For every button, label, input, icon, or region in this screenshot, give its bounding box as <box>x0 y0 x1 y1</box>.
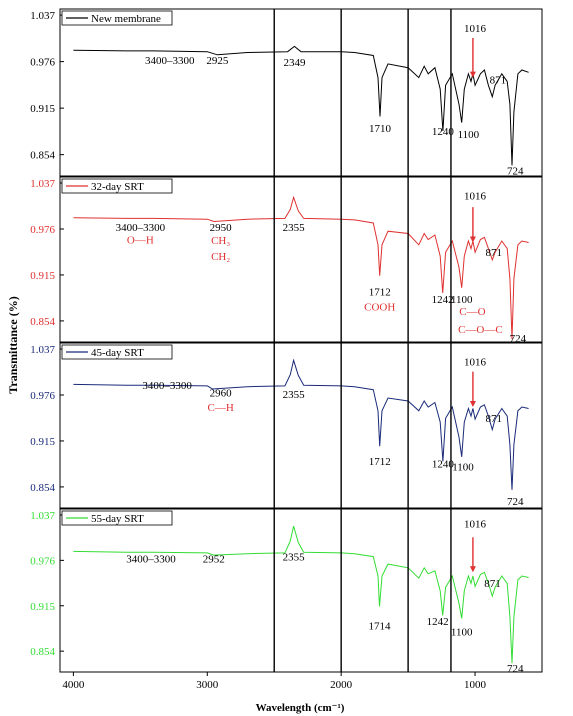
legend-label: 45-day SRT <box>91 347 144 359</box>
y-tick-label: 0.854 <box>30 316 55 328</box>
y-tick-label: 0.915 <box>30 270 55 282</box>
y-tick-label: 0.976 <box>30 57 55 69</box>
peak-label: C—O <box>459 306 485 318</box>
y-tick-label: 0.976 <box>30 390 55 402</box>
peak-label: 1016 <box>464 23 487 35</box>
x-tick-label: 1000 <box>464 679 487 691</box>
peak-label: 2355 <box>283 551 306 563</box>
peak-label: COOH <box>364 301 395 313</box>
y-tick-label: 0.976 <box>30 555 55 567</box>
panel-2: 1.037 0.976 0.915 0.854 32-day SRT 3400–3300O… <box>30 176 543 345</box>
y-tick-label: 0.854 <box>30 150 55 162</box>
peak-label: 1242 <box>432 294 454 306</box>
peak-label: C—O—C <box>458 324 503 336</box>
y-tick-label: 1.037 <box>30 344 55 356</box>
x-tick-label: 4000 <box>62 679 85 691</box>
y-tick-label: 0.854 <box>30 646 55 658</box>
peak-label: 1712 <box>369 286 391 298</box>
peak-label: 1240 <box>432 458 455 470</box>
peak-arrowhead <box>469 71 476 78</box>
peak-label: CH₃ <box>211 235 230 247</box>
series-line <box>73 358 529 490</box>
legend-box <box>61 510 173 526</box>
x-tick-label: 3000 <box>196 679 219 691</box>
peak-label: 2355 <box>283 222 306 234</box>
legend-label: 32-day SRT <box>91 181 144 193</box>
y-tick-label: 1.037 <box>30 178 55 190</box>
legend-label: 55-day SRT <box>91 513 144 525</box>
peak-label: 1016 <box>464 357 487 369</box>
legend-box <box>61 10 173 26</box>
y-tick-label: 0.915 <box>30 436 55 448</box>
panel-frame <box>59 8 543 177</box>
peak-label: 1242 <box>427 616 449 628</box>
legend-box <box>61 344 173 360</box>
peak-label: 724 <box>507 663 524 675</box>
x-axis: 4000 3000 2000 1000 <box>62 672 487 691</box>
reference-lines-layer <box>273 9 452 672</box>
y-tick-label: 1.037 <box>30 510 55 522</box>
legend-label: New membrane <box>91 13 161 25</box>
x-tick-label: 2000 <box>330 679 353 691</box>
peak-label: 1100 <box>452 461 474 473</box>
peak-label: 3400–3300 <box>126 554 176 566</box>
panel-4: 1.037 0.976 0.915 0.854 55-day SRT 3400–3300 2… <box>30 508 543 675</box>
peak-label: 3400–3300 <box>145 55 195 67</box>
peak-label: 2349 <box>283 57 306 69</box>
peak-label: 2925 <box>206 55 229 67</box>
panel-frame <box>59 342 543 509</box>
peak-label: 1712 <box>369 456 391 468</box>
legend-box <box>61 178 173 194</box>
peak-label: 1710 <box>369 123 392 135</box>
peak-label: 2355 <box>283 389 306 401</box>
x-axis-label: Wavelength (cm⁻¹) <box>256 702 345 714</box>
peak-label: 1016 <box>464 191 487 203</box>
peak-label: 871 <box>486 413 503 425</box>
peak-label: 724 <box>507 165 524 177</box>
y-tick-label: 0.976 <box>30 224 55 236</box>
panel-3: 1.037 0.976 0.915 0.854 45-day SRT 3400–3300 2… <box>30 342 543 509</box>
y-tick-label: 0.915 <box>30 103 55 115</box>
y-axis-label: Transmittance (%) <box>6 296 20 393</box>
peak-label: C—H <box>208 402 234 414</box>
peak-label: 1240 <box>432 126 455 138</box>
panel-frame <box>59 176 543 343</box>
peak-label: 2952 <box>203 554 225 566</box>
peak-label: 1016 <box>464 519 487 531</box>
peak-label: O—H <box>127 234 154 246</box>
peak-label: 1100 <box>451 627 473 639</box>
panel-frame <box>59 508 543 673</box>
panel-1: 1.037 0.976 0.915 0.854 New membrane 3400–330… <box>30 8 543 177</box>
series-line <box>73 195 529 340</box>
peak-label: 1100 <box>451 294 473 306</box>
peak-arrowhead <box>469 566 476 573</box>
peak-arrowhead <box>469 401 476 408</box>
panels-layer: 1.037 0.976 0.915 0.854 New membrane 3400–330… <box>30 8 543 675</box>
peak-label: 871 <box>486 247 503 259</box>
series-line <box>73 525 529 664</box>
peak-label: 3400–3300 <box>116 222 166 234</box>
peak-label: 871 <box>490 75 507 87</box>
peak-label: CH₂ <box>211 251 230 263</box>
peak-label: 2960 <box>210 387 233 399</box>
peak-arrowhead <box>469 236 476 243</box>
peak-label: 2950 <box>210 222 233 234</box>
y-tick-label: 0.854 <box>30 482 55 494</box>
peak-label: 3400–3300 <box>142 380 192 392</box>
y-tick-label: 1.037 <box>30 10 55 22</box>
series-line <box>73 45 529 166</box>
peak-label: 724 <box>507 496 524 508</box>
peak-label: 1100 <box>458 129 480 141</box>
peak-label: 724 <box>510 333 527 345</box>
peak-label: 871 <box>484 578 501 590</box>
peak-label: 1714 <box>368 621 391 633</box>
y-tick-label: 0.915 <box>30 601 55 613</box>
